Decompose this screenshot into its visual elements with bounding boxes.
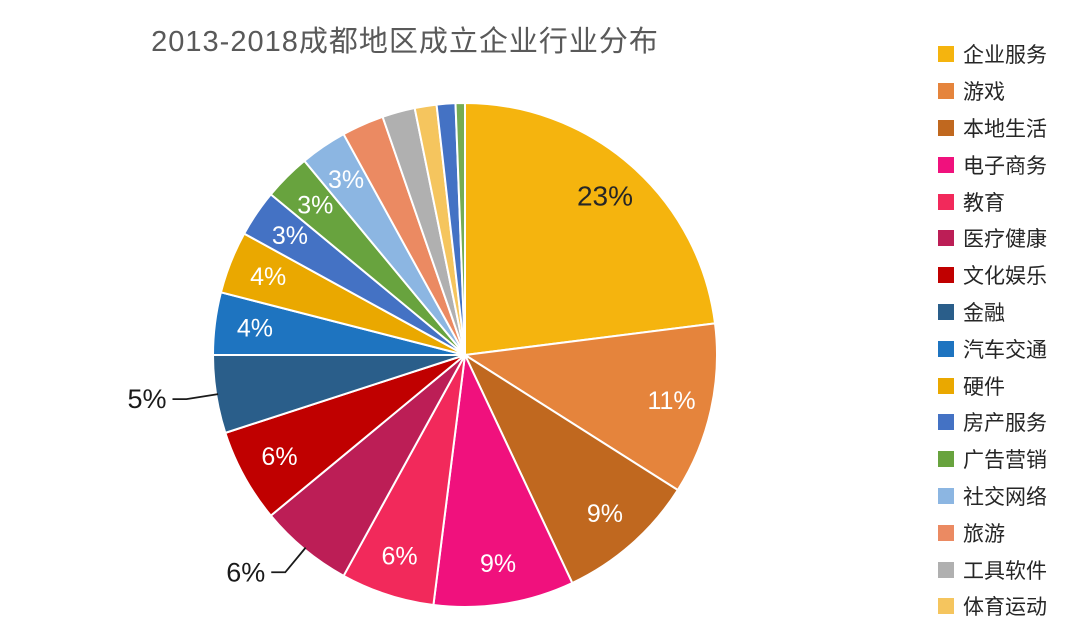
pie-slice-本地生活	[464, 354, 679, 585]
legend-swatch-icon	[938, 561, 954, 578]
legend-item-房产服务: 房产服务	[938, 404, 1047, 441]
legend-swatch-icon	[938, 230, 954, 247]
legend-label: 企业服务	[963, 44, 1047, 68]
legend-label: 文化娱乐	[963, 265, 1047, 289]
pie-slice-电子商务	[432, 354, 574, 608]
legend-swatch-icon	[938, 340, 954, 357]
leader-line-金融	[172, 393, 219, 401]
legend-label: 房产服务	[963, 412, 1047, 436]
legend-swatch-icon	[938, 377, 954, 394]
legend-swatch-icon	[938, 83, 954, 100]
legend-label: 社交网络	[963, 485, 1047, 509]
slice-label-电子商务: 9%	[480, 550, 516, 578]
legend-label: 金融	[963, 301, 1005, 325]
legend-item-企业服务: 企业服务	[938, 36, 1047, 73]
legend-item-教育: 教育	[938, 183, 1047, 220]
legend-swatch-icon	[938, 451, 954, 468]
legend-item-本地生活: 本地生活	[938, 110, 1047, 147]
legend-label: 游戏	[963, 81, 1005, 105]
slice-label-医疗健康: 6%	[226, 557, 265, 587]
slice-label-金融: 5%	[127, 384, 166, 414]
legend-item-工具软件: 工具软件	[938, 551, 1047, 588]
legend-swatch-icon	[938, 414, 954, 431]
legend-swatch-icon	[938, 193, 954, 210]
legend-label: 本地生活	[963, 117, 1047, 141]
legend-label: 旅游	[963, 522, 1005, 546]
slice-label-教育: 6%	[382, 542, 418, 570]
slice-label-本地生活: 9%	[587, 500, 623, 528]
legend-item-医疗健康: 医疗健康	[938, 220, 1047, 257]
legend-swatch-icon	[938, 524, 954, 541]
legend-swatch-icon	[938, 119, 954, 136]
legend-item-广告营销: 广告营销	[938, 441, 1047, 478]
pie-slice-企业服务	[464, 102, 717, 356]
slice-label-企业服务: 23%	[577, 181, 633, 212]
legend-item-文化娱乐: 文化娱乐	[938, 257, 1047, 294]
legend-label: 教育	[963, 191, 1005, 215]
slice-label-文化娱乐: 6%	[261, 443, 297, 471]
legend-swatch-icon	[938, 46, 954, 63]
legend-label: 工具软件	[963, 559, 1047, 583]
legend-label: 汽车交通	[963, 338, 1047, 362]
pie-slice-游戏	[464, 322, 718, 492]
legend-item-硬件: 硬件	[938, 367, 1047, 404]
slice-label-硬件: 4%	[250, 263, 286, 291]
legend-swatch-icon	[938, 598, 954, 615]
legend-item-汽车交通: 汽车交通	[938, 330, 1047, 367]
legend-label: 医疗健康	[963, 228, 1047, 252]
chart-title: 2013-2018成都地区成立企业行业分布	[151, 26, 659, 58]
legend-label: 体育运动	[963, 596, 1047, 620]
slice-label-汽车交通: 4%	[237, 314, 273, 342]
legend-swatch-icon	[938, 303, 954, 320]
legend-label: 广告营销	[963, 449, 1047, 473]
legend-label: 硬件	[963, 375, 1005, 399]
slice-label-广告营销: 3%	[297, 191, 333, 219]
slice-label-房产服务: 3%	[272, 222, 308, 250]
legend-swatch-icon	[938, 487, 954, 504]
legend-item-金融: 金融	[938, 294, 1047, 331]
legend-item-体育运动: 体育运动	[938, 588, 1047, 625]
legend-item-社交网络: 社交网络	[938, 478, 1047, 515]
slice-label-社交网络: 3%	[328, 166, 364, 194]
legend-swatch-icon	[938, 267, 954, 284]
legend-item-游戏: 游戏	[938, 73, 1047, 110]
pie-slice-extra-17	[454, 102, 466, 356]
legend-swatch-icon	[938, 156, 954, 173]
legend: 企业服务游戏本地生活电子商务教育医疗健康文化娱乐金融汽车交通硬件房产服务广告营销…	[938, 36, 1047, 625]
legend-item-电子商务: 电子商务	[938, 146, 1047, 183]
legend-label: 电子商务	[963, 154, 1047, 178]
leader-line-医疗健康	[271, 547, 307, 574]
slice-label-游戏: 11%	[647, 387, 695, 415]
legend-item-旅游: 旅游	[938, 514, 1047, 551]
